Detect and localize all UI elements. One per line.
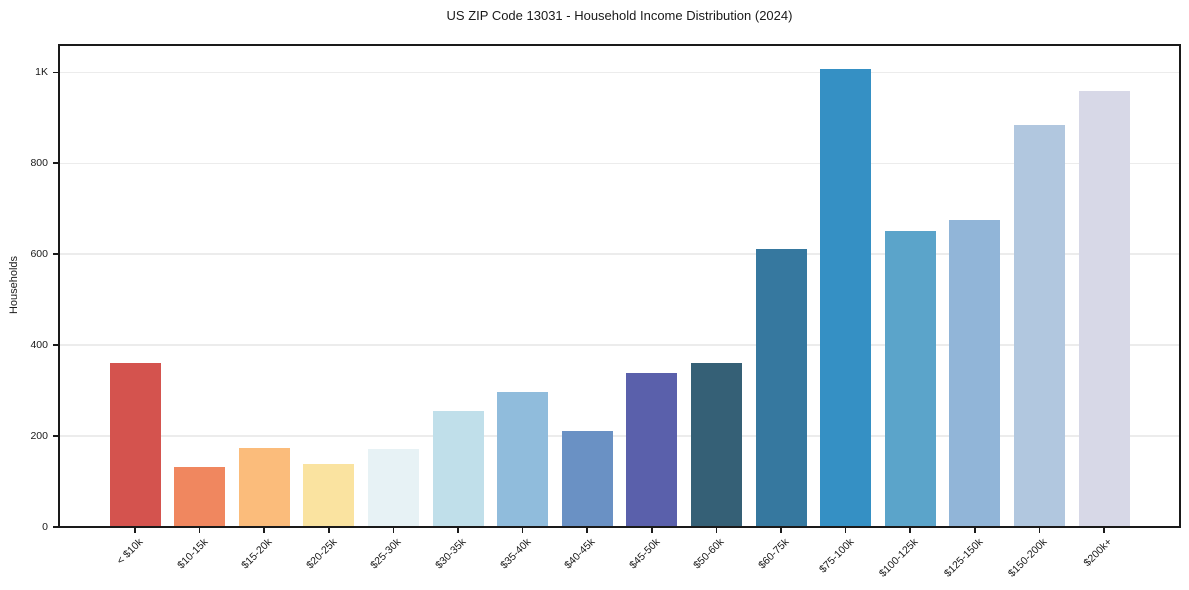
y-tick-label: 400: [30, 339, 48, 352]
y-tick-mark: [53, 526, 59, 528]
bar: [303, 464, 355, 527]
bar: [690, 363, 742, 527]
x-tick-mark: [780, 528, 782, 533]
bar: [1078, 91, 1130, 527]
bar: [109, 363, 161, 527]
x-tick-mark: [457, 528, 459, 533]
gridline: [59, 71, 1180, 73]
y-tick-label: 600: [30, 248, 48, 261]
x-tick-mark: [909, 528, 911, 533]
y-tick-label: 1K: [35, 66, 48, 79]
bar: [1013, 125, 1065, 527]
gridline: [59, 162, 1180, 164]
bar: [820, 69, 872, 527]
x-tick-mark: [328, 528, 330, 533]
gridline: [59, 435, 1180, 437]
y-tick-label: 0: [42, 521, 48, 533]
y-tick-mark: [53, 71, 59, 74]
bar: [174, 466, 226, 527]
x-tick-mark: [1103, 528, 1105, 533]
x-tick-mark: [134, 528, 136, 533]
y-tick-mark: [53, 435, 59, 437]
x-tick-mark: [521, 528, 524, 533]
x-tick-mark: [715, 528, 718, 533]
x-tick-label: < $10k: [114, 536, 146, 567]
x-tick-mark: [974, 528, 976, 533]
y-tick-label: 800: [30, 157, 48, 170]
x-tick-mark: [844, 528, 847, 533]
bar: [949, 219, 1001, 527]
chart-title: US ZIP Code 13031 - Household Income Dis…: [446, 8, 793, 23]
x-tick-mark: [263, 528, 265, 533]
x-tick-mark: [651, 528, 653, 533]
gridline: [59, 344, 1180, 346]
plot-area: [58, 44, 1181, 528]
bar: [884, 230, 936, 527]
x-tick-mark: [1038, 528, 1041, 533]
x-tick-mark: [586, 528, 588, 533]
plot-frame: [58, 44, 1181, 528]
bar: [432, 410, 484, 527]
y-tick-mark: [53, 253, 59, 255]
bar: [367, 448, 419, 527]
bar: [561, 430, 613, 527]
x-tick-mark: [392, 528, 395, 533]
y-tick-label: 200: [30, 430, 48, 443]
y-tick-mark: [53, 162, 59, 164]
bar: [755, 248, 807, 527]
bar: [626, 372, 678, 527]
y-axis-title: Households: [8, 255, 20, 315]
x-tick-mark: [198, 528, 201, 533]
bar: [497, 391, 549, 527]
gridline: [59, 253, 1180, 255]
bar: [238, 447, 290, 527]
y-tick-mark: [53, 344, 59, 346]
